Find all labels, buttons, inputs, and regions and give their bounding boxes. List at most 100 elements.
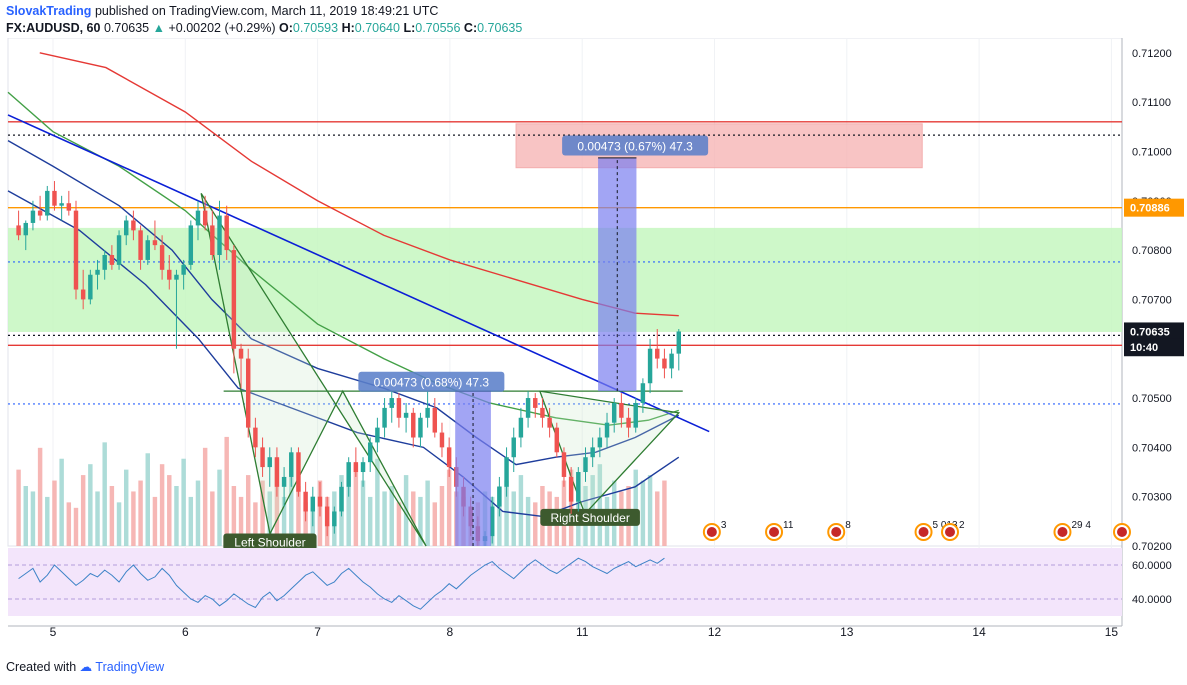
volume-bar xyxy=(224,436,229,546)
candle-body xyxy=(561,452,567,477)
volume-bar xyxy=(73,507,79,546)
candle-body xyxy=(332,511,337,527)
volume-bar xyxy=(511,491,516,546)
candle-body xyxy=(583,457,588,473)
candle-body xyxy=(497,486,502,507)
candle-body xyxy=(389,398,394,408)
volume-bar xyxy=(116,502,122,546)
tradingview-logo-icon: ☁ xyxy=(79,660,93,674)
volume-bar xyxy=(52,480,57,546)
volume-bar xyxy=(30,491,36,546)
candle-body xyxy=(432,407,438,433)
volume-bar xyxy=(231,486,237,546)
volume-bar xyxy=(124,469,129,546)
candle-body xyxy=(540,407,545,418)
open-value: 0.70593 xyxy=(292,21,339,35)
pattern-label-bg xyxy=(223,533,317,551)
volume-bar xyxy=(80,475,86,546)
volume-bar xyxy=(95,491,100,546)
green-zone xyxy=(8,227,1122,332)
event-count: 8 xyxy=(845,520,851,531)
price-axis-label: 0.70300 xyxy=(1132,492,1172,504)
event-count: 2 xyxy=(959,520,965,531)
volume-bar xyxy=(59,458,64,546)
price-chart[interactable]: Left Shoulder Right Shoulder 0.00473 (0.6… xyxy=(0,38,1187,663)
candle-body xyxy=(346,462,351,487)
volume-bar xyxy=(267,491,272,546)
volume-bar xyxy=(66,502,72,546)
candle-body xyxy=(662,358,667,369)
high-value: 0.70640 xyxy=(354,21,400,35)
volume-bar xyxy=(167,475,172,546)
volume-bar xyxy=(202,447,208,546)
candle-body xyxy=(604,422,610,438)
event-count: 11 xyxy=(783,520,794,531)
volume-bar xyxy=(382,491,387,546)
volume-bar xyxy=(353,464,359,546)
rsi-axis-label: 40.0000 xyxy=(1132,594,1172,606)
volume-bar xyxy=(525,496,531,546)
volume-bar xyxy=(45,496,50,546)
candle-body xyxy=(231,250,237,349)
candle-body xyxy=(547,417,552,428)
high-label: H: xyxy=(341,21,355,35)
candle-body xyxy=(446,447,452,468)
flag-center-icon xyxy=(1057,527,1068,537)
volume-bar xyxy=(633,469,638,546)
candle-body xyxy=(619,402,624,418)
time-axis-label: 6 xyxy=(182,625,189,639)
candle-body xyxy=(367,442,373,463)
volume-bar xyxy=(597,464,603,546)
candle-body xyxy=(396,398,402,418)
volume-bar xyxy=(181,458,186,546)
candle-body xyxy=(152,240,158,246)
symbol-info: FX:AUDUSD, 60 0.70635 ▲ +0.00202 (+0.29%… xyxy=(6,21,522,35)
volume-bar xyxy=(518,475,524,546)
candle-body xyxy=(375,427,380,443)
candle-body xyxy=(73,210,79,290)
candle-body xyxy=(489,506,495,537)
price-tag-bg xyxy=(1124,338,1184,357)
volume-bar xyxy=(655,491,660,546)
candle-body xyxy=(554,427,560,453)
volume-bar xyxy=(281,496,287,546)
volume-bar xyxy=(238,496,244,546)
candle-body xyxy=(533,398,538,408)
candle-body xyxy=(102,255,107,270)
candle-body xyxy=(80,289,86,300)
tradingview-brand-link[interactable]: TradingView xyxy=(95,660,165,674)
moving-average-line xyxy=(7,190,680,518)
price-axis-label: 0.70400 xyxy=(1132,442,1172,454)
price-tag-bg xyxy=(1124,322,1184,341)
measure-box xyxy=(455,391,491,546)
candle-body xyxy=(52,190,57,206)
candle-body xyxy=(303,491,308,512)
time-axis-label: 5 xyxy=(50,625,57,639)
candle-body xyxy=(339,486,344,512)
volume-bar xyxy=(23,486,28,546)
candle-body xyxy=(360,462,366,473)
rsi-axis-label: 60.0000 xyxy=(1132,560,1172,572)
candle-body xyxy=(310,496,316,512)
flag-center-icon xyxy=(1117,527,1127,537)
candle-body xyxy=(167,269,172,280)
price-axis-label: 0.71200 xyxy=(1132,48,1172,60)
volume-bar xyxy=(217,469,222,546)
event-count: 3 xyxy=(721,520,727,531)
candle-body xyxy=(95,269,100,275)
symbol-name[interactable]: FX:AUDUSD, 60 xyxy=(6,21,101,35)
time-axis-label: 7 xyxy=(314,625,321,639)
volume-bar xyxy=(504,480,509,546)
rsi-line xyxy=(18,557,665,610)
candle-body xyxy=(403,412,409,418)
close-label: C: xyxy=(463,21,478,35)
author-link[interactable]: SlovakTrading xyxy=(6,4,92,18)
price-axis-label: 0.71100 xyxy=(1132,97,1171,109)
candle-body xyxy=(66,203,72,211)
volume-bar xyxy=(296,486,301,546)
volume-bar xyxy=(102,442,107,546)
candle-body xyxy=(37,210,43,216)
candle-body xyxy=(669,353,674,369)
price-tag: 0.70635 xyxy=(1130,326,1170,338)
volume-bar xyxy=(253,502,258,546)
